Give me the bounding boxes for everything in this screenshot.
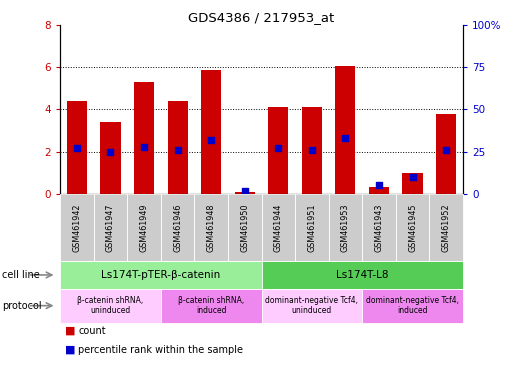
Bar	[369, 187, 389, 194]
Point	[241, 187, 249, 194]
Bar	[67, 101, 87, 194]
Text: Ls174T-pTER-β-catenin: Ls174T-pTER-β-catenin	[101, 270, 221, 280]
Text: GSM461951: GSM461951	[308, 203, 316, 252]
Text: count: count	[78, 326, 106, 336]
Bar	[268, 107, 288, 194]
Bar	[167, 101, 188, 194]
Point	[140, 144, 148, 150]
Point	[174, 147, 182, 153]
Point	[308, 147, 316, 153]
Point	[341, 135, 349, 141]
Point	[274, 145, 282, 151]
Text: GSM461953: GSM461953	[341, 203, 350, 252]
Text: percentile rank within the sample: percentile rank within the sample	[78, 345, 243, 355]
Text: dominant-negative Tcf4,
induced: dominant-negative Tcf4, induced	[366, 296, 459, 315]
Text: GSM461946: GSM461946	[173, 204, 182, 252]
Point	[106, 149, 115, 155]
Bar	[335, 66, 356, 194]
Bar	[100, 122, 120, 194]
Text: dominant-negative Tcf4,
uninduced: dominant-negative Tcf4, uninduced	[265, 296, 358, 315]
Point	[442, 147, 450, 153]
Bar	[436, 114, 456, 194]
Bar	[201, 70, 221, 194]
Text: GSM461950: GSM461950	[240, 203, 249, 252]
Text: GSM461948: GSM461948	[207, 204, 215, 252]
Text: GSM461942: GSM461942	[72, 203, 82, 252]
Bar	[134, 82, 154, 194]
Bar	[235, 192, 255, 194]
Text: β-catenin shRNA,
uninduced: β-catenin shRNA, uninduced	[77, 296, 144, 315]
Text: ■: ■	[65, 326, 76, 336]
Text: GSM461943: GSM461943	[374, 204, 383, 252]
Text: GSM461947: GSM461947	[106, 203, 115, 252]
Point	[408, 174, 417, 180]
Point	[375, 182, 383, 189]
Bar	[302, 107, 322, 194]
Text: GSM461944: GSM461944	[274, 204, 283, 252]
Point	[73, 145, 81, 151]
Bar	[403, 173, 423, 194]
Text: GDS4386 / 217953_at: GDS4386 / 217953_at	[188, 11, 335, 24]
Text: protocol: protocol	[2, 301, 42, 311]
Text: GSM461945: GSM461945	[408, 203, 417, 252]
Point	[207, 137, 215, 143]
Text: β-catenin shRNA,
induced: β-catenin shRNA, induced	[178, 296, 244, 315]
Text: cell line: cell line	[2, 270, 40, 280]
Text: Ls174T-L8: Ls174T-L8	[336, 270, 389, 280]
Text: GSM461949: GSM461949	[140, 203, 149, 252]
Text: GSM461952: GSM461952	[441, 203, 451, 252]
Text: ■: ■	[65, 345, 76, 355]
